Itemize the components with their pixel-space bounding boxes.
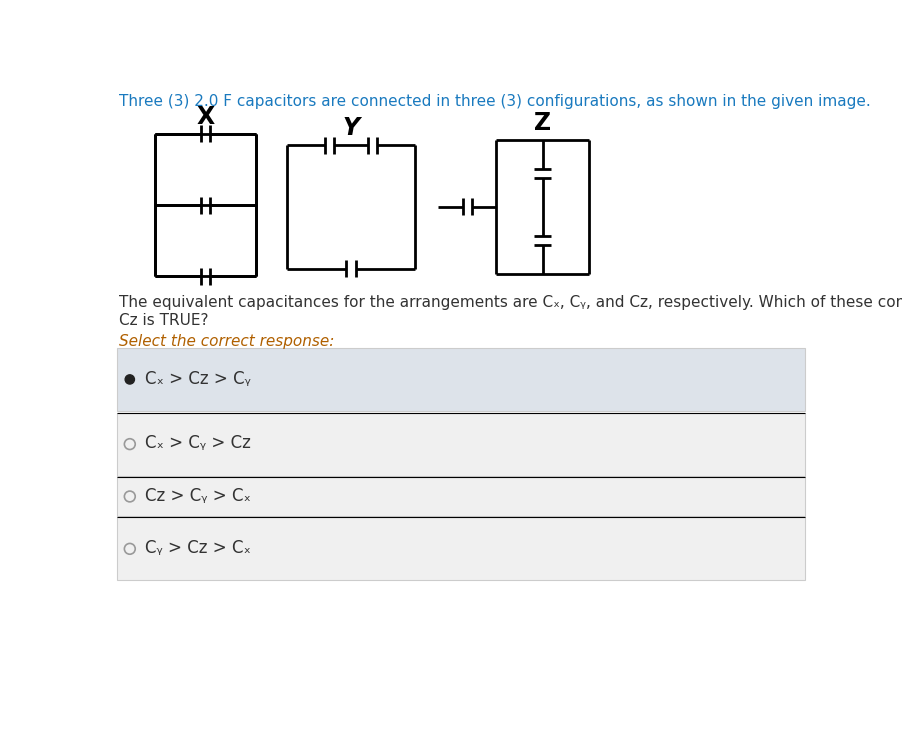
Text: Cₓ > Cᵧ > Cᴢ: Cₓ > Cᵧ > Cᴢ <box>145 434 251 453</box>
Bar <box>116 348 805 411</box>
Text: Cᵧ > Cᴢ > Cₓ: Cᵧ > Cᴢ > Cₓ <box>145 539 251 557</box>
Bar <box>116 518 805 580</box>
Text: Y: Y <box>343 116 360 140</box>
Text: X: X <box>197 105 215 129</box>
Text: Select the correct response:: Select the correct response: <box>119 334 335 349</box>
Text: Cₓ > Cᴢ > Cᵧ: Cₓ > Cᴢ > Cᵧ <box>145 369 251 388</box>
Circle shape <box>125 374 134 384</box>
Text: Three (3) 2.0 F capacitors are connected in three (3) configurations, as shown i: Three (3) 2.0 F capacitors are connected… <box>119 93 870 109</box>
Text: Z: Z <box>534 111 551 135</box>
Text: Cᴢ is TRUE?: Cᴢ is TRUE? <box>119 313 208 329</box>
Bar <box>116 477 805 515</box>
Text: Cᴢ > Cᵧ > Cₓ: Cᴢ > Cᵧ > Cₓ <box>145 487 251 504</box>
Text: The equivalent capacitances for the arrangements are Cₓ, Cᵧ, and Cᴢ, respectivel: The equivalent capacitances for the arra… <box>119 296 902 310</box>
Bar <box>116 412 805 476</box>
